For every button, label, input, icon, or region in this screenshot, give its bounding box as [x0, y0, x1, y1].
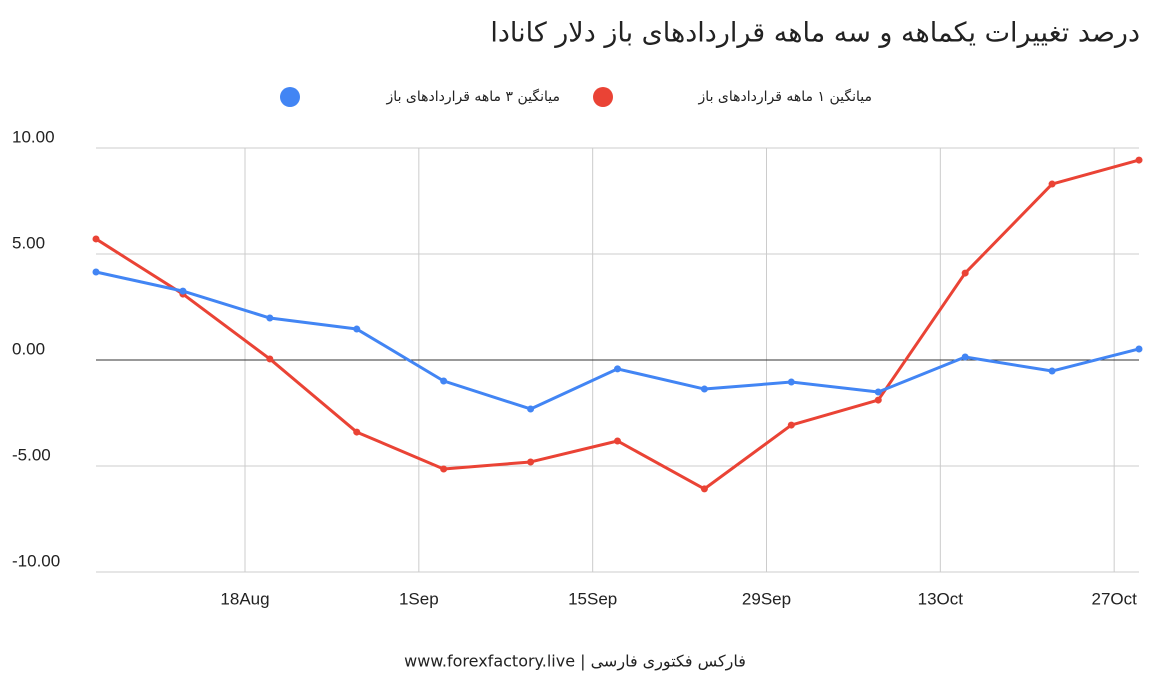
- point: [1135, 345, 1143, 353]
- point: [700, 485, 708, 493]
- legend-marker: [593, 87, 613, 107]
- point: [440, 377, 448, 385]
- point: [92, 235, 100, 243]
- point: [527, 458, 535, 466]
- point: [353, 325, 361, 333]
- point: [1048, 180, 1056, 188]
- footer: www.forexfactory.live | فارکس فکتوری فار…: [404, 652, 746, 672]
- point: [874, 388, 882, 396]
- point: [700, 385, 708, 393]
- point: [440, 465, 448, 473]
- x-tick-label: 27Oct: [1091, 589, 1137, 608]
- point: [266, 314, 274, 322]
- point: [1135, 156, 1143, 164]
- legend-marker: [280, 87, 300, 107]
- point: [614, 437, 621, 445]
- point: [874, 396, 882, 404]
- x-tick-label: 15Sep: [568, 589, 617, 608]
- point: [614, 365, 621, 373]
- x-tick-label: 29Sep: [742, 589, 791, 608]
- y-tick-label: -5.00: [12, 445, 51, 464]
- point: [266, 355, 274, 363]
- point: [179, 287, 187, 295]
- legend-label: میانگین ۱ ماهه قراردادهای باز: [698, 88, 872, 105]
- point: [92, 268, 100, 276]
- point: [787, 378, 795, 386]
- point: [787, 421, 795, 429]
- point: [961, 353, 969, 361]
- y-tick-label: 5.00: [12, 233, 45, 252]
- point: [961, 269, 969, 277]
- x-tick-label: 1Sep: [399, 589, 439, 608]
- point: [1048, 367, 1056, 375]
- legend-label: میانگین ۳ ماهه قراردادهای باز: [386, 88, 560, 105]
- y-tick-label: -10.00: [12, 551, 60, 570]
- point: [353, 428, 361, 436]
- x-tick-label: 18Aug: [220, 589, 269, 608]
- x-tick-label: 13Oct: [918, 589, 964, 608]
- y-tick-label: 10.00: [12, 127, 55, 146]
- chart-title: درصد تغییرات یکماهه و سه ماهه قراردادهای…: [490, 18, 1140, 49]
- y-tick-label: 0.00: [12, 339, 45, 358]
- series-line: [95, 270, 1140, 411]
- point: [527, 405, 535, 413]
